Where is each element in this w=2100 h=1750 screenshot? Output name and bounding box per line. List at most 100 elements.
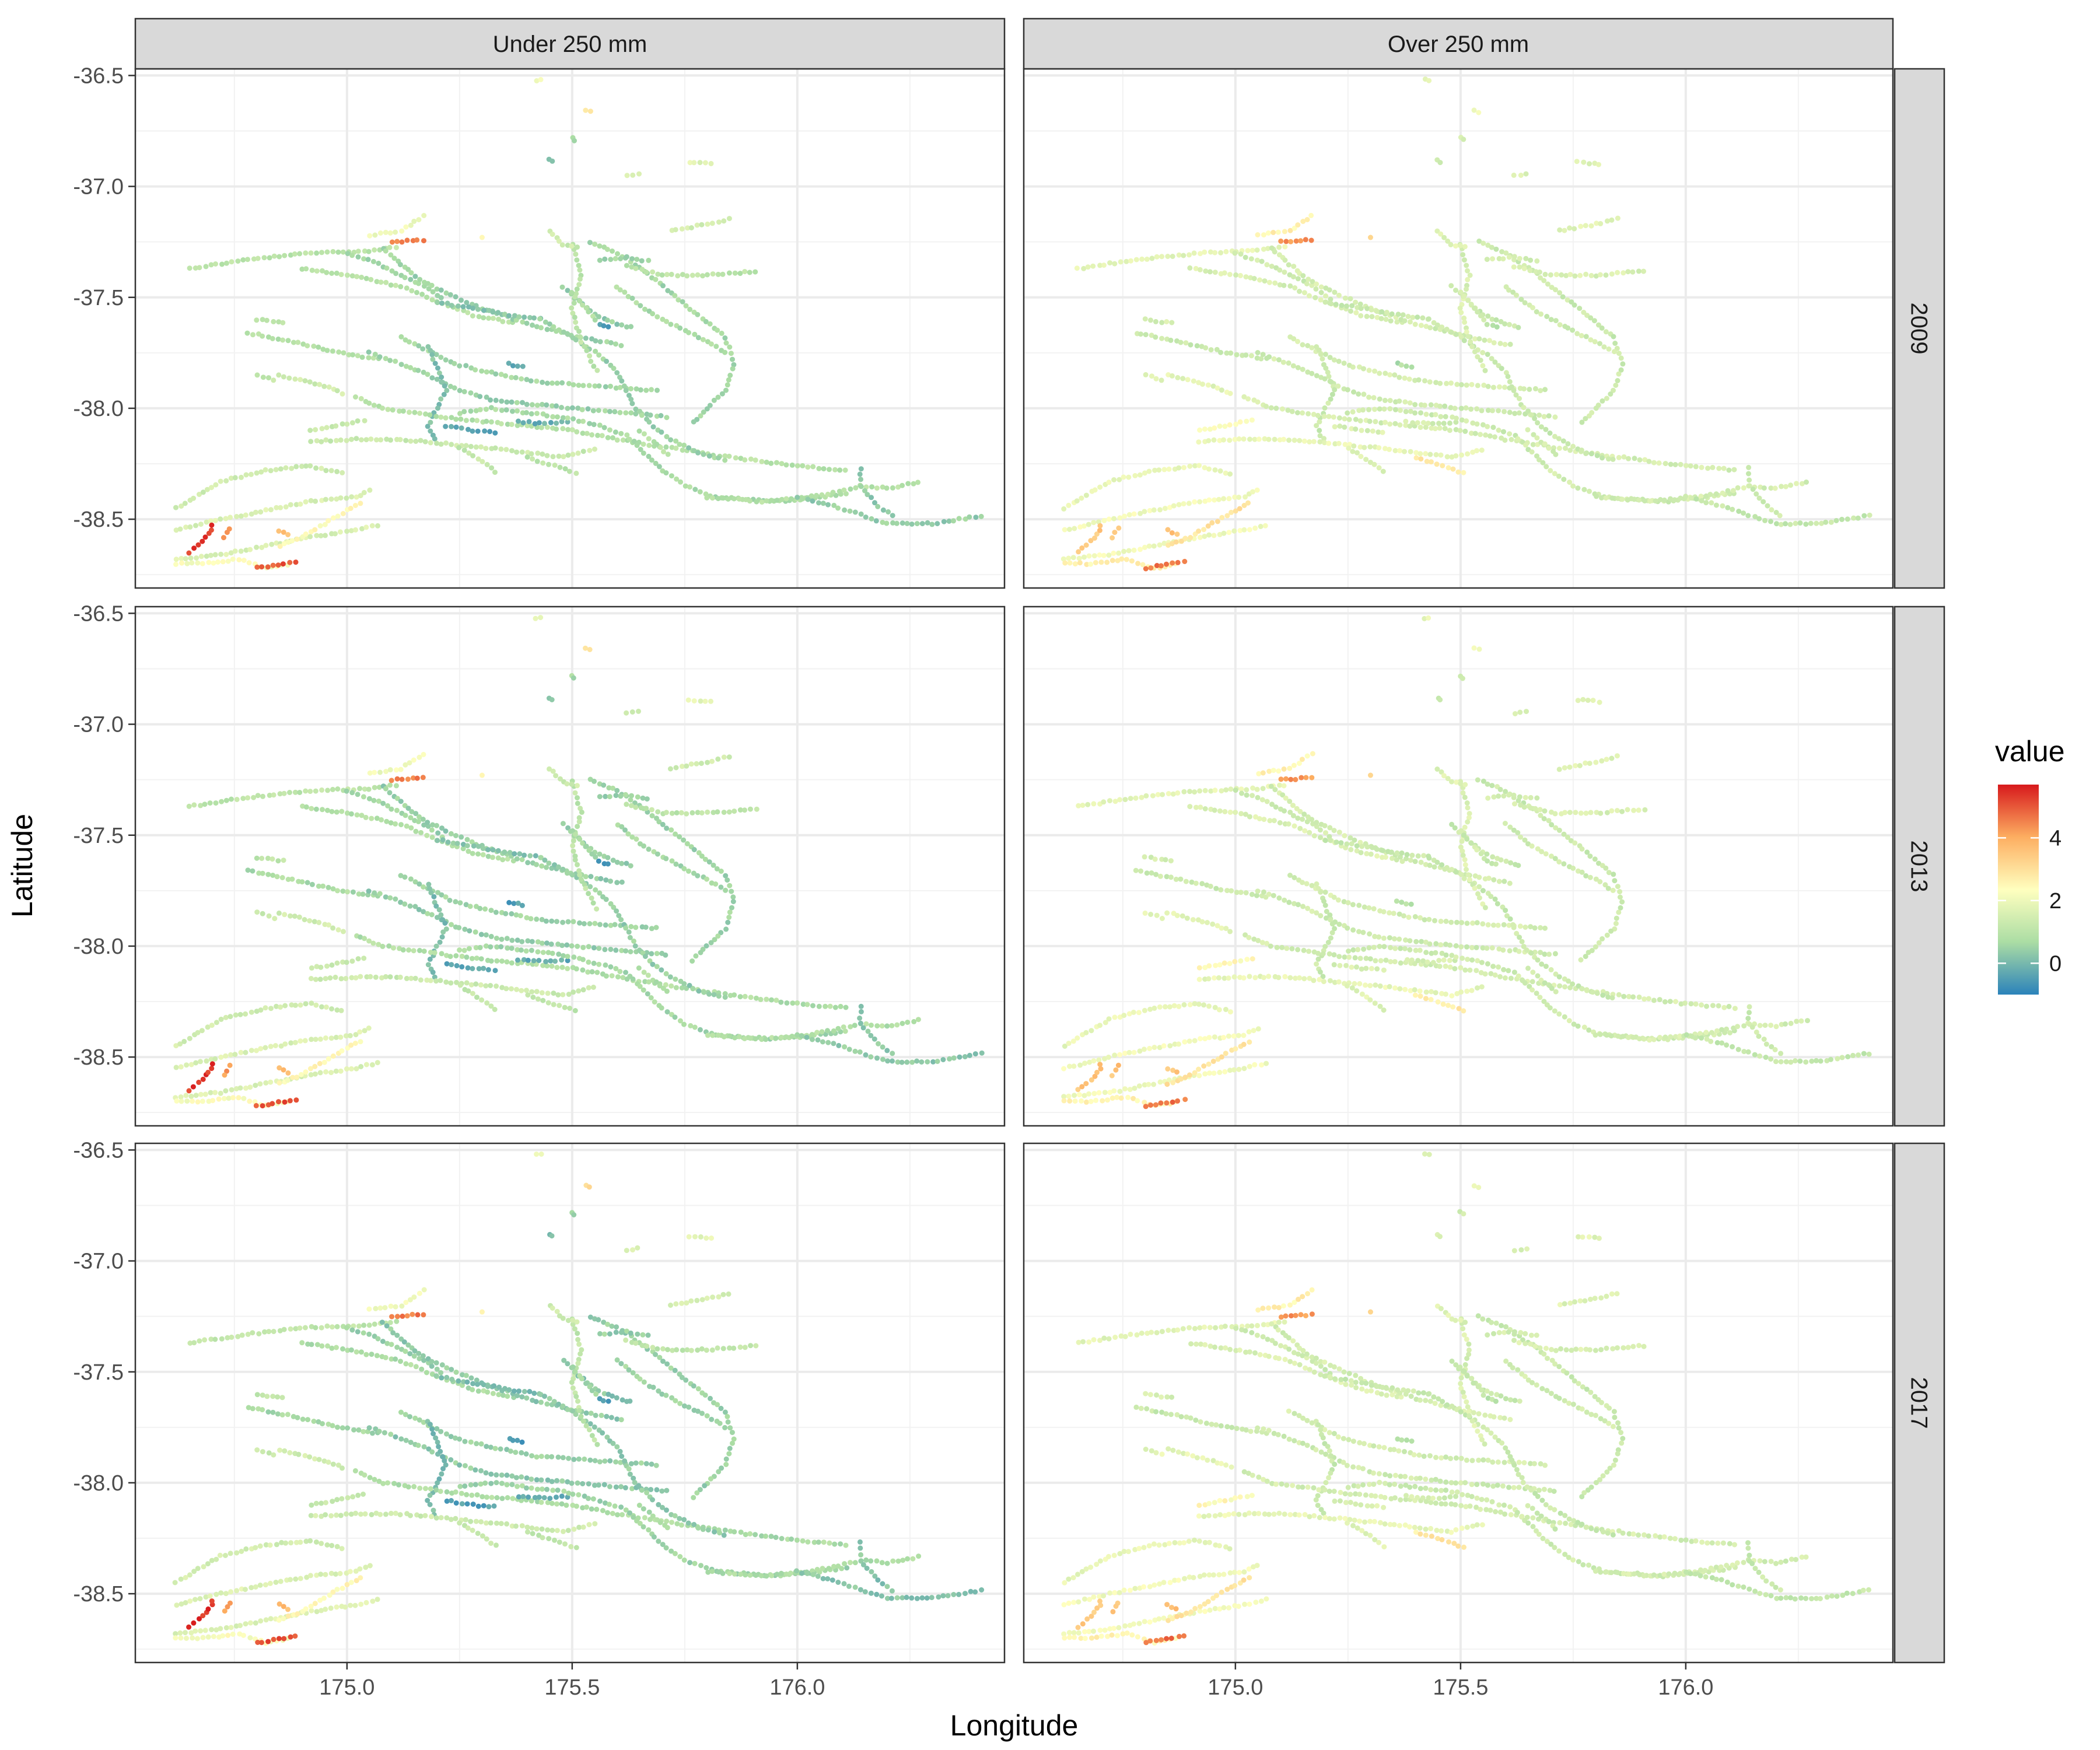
data-point: [225, 558, 231, 564]
data-point: [667, 766, 673, 772]
data-point: [1541, 999, 1547, 1005]
data-point: [1470, 449, 1476, 455]
data-point: [366, 249, 372, 254]
data-point: [691, 847, 697, 852]
data-point: [592, 317, 598, 323]
data-point: [363, 814, 369, 820]
data-point: [1074, 265, 1080, 271]
data-point: [1454, 919, 1460, 925]
data-point: [307, 463, 313, 469]
data-point: [302, 1325, 308, 1331]
data-point: [1642, 807, 1648, 813]
data-point: [1301, 290, 1307, 296]
data-point: [1721, 466, 1727, 471]
data-point: [1444, 454, 1450, 460]
data-point: [915, 1017, 921, 1023]
data-point: [1632, 456, 1637, 461]
data-point: [580, 967, 586, 973]
data-point: [1405, 957, 1410, 963]
data-point: [275, 858, 281, 864]
data-point: [393, 229, 398, 235]
data-point: [348, 1347, 354, 1353]
data-point: [624, 254, 629, 260]
data-point: [559, 964, 565, 970]
data-point: [654, 964, 660, 970]
row-strip-background: [1894, 68, 1945, 589]
data-point: [816, 500, 821, 506]
data-point: [608, 878, 613, 884]
data-point: [1502, 342, 1508, 347]
data-point: [1066, 1041, 1072, 1046]
data-point: [1453, 427, 1459, 432]
data-point: [1499, 366, 1504, 372]
data-point: [1438, 231, 1444, 237]
data-point: [1206, 1003, 1212, 1009]
data-point: [763, 1037, 769, 1042]
data-point: [1703, 1030, 1709, 1035]
data-point: [1101, 262, 1107, 268]
data-point: [1522, 980, 1528, 986]
data-point: [1453, 453, 1459, 459]
panel-0-0: [134, 68, 1006, 589]
data-point: [1300, 342, 1306, 348]
data-point: [447, 383, 453, 389]
data-point: [1351, 389, 1356, 395]
data-point: [1360, 930, 1366, 935]
panel-background: [135, 69, 1005, 588]
data-point: [1236, 495, 1242, 500]
data-point: [187, 524, 193, 530]
data-point: [213, 800, 219, 806]
data-point: [1485, 858, 1490, 864]
data-point: [1344, 841, 1350, 847]
data-point: [1182, 1074, 1188, 1080]
data-point: [1231, 1033, 1237, 1039]
data-point: [1117, 797, 1122, 803]
data-point: [1803, 1059, 1809, 1065]
data-point: [540, 460, 546, 466]
data-point: [875, 503, 881, 509]
data-point: [1396, 374, 1402, 380]
data-point: [1667, 999, 1673, 1005]
data-point: [326, 1056, 331, 1062]
data-point: [1612, 341, 1618, 346]
data-point: [329, 271, 335, 276]
data-point: [594, 906, 600, 912]
data-point: [447, 954, 453, 960]
data-point: [468, 443, 474, 449]
data-point: [783, 462, 789, 468]
data-point: [1508, 437, 1514, 442]
data-point: [454, 979, 459, 985]
data-point: [673, 227, 678, 233]
data-point: [1602, 882, 1608, 888]
data-point: [503, 911, 509, 916]
data-point: [1448, 405, 1454, 411]
data-point: [1309, 775, 1315, 780]
data-point: [521, 957, 527, 963]
data-point: [311, 344, 317, 349]
data-point: [265, 872, 271, 877]
data-point: [645, 991, 650, 997]
data-point: [400, 408, 406, 414]
data-point: [1081, 523, 1087, 529]
data-point: [649, 807, 654, 813]
data-point: [1475, 309, 1480, 315]
data-point: [688, 761, 694, 767]
data-point: [459, 425, 464, 431]
data-point: [816, 466, 822, 471]
data-point: [1773, 510, 1779, 515]
data-point: [341, 929, 346, 935]
data-point: [1192, 1070, 1198, 1076]
data-point: [1142, 854, 1147, 860]
data-point: [1567, 764, 1573, 770]
data-point: [587, 647, 593, 652]
data-point: [383, 786, 388, 792]
data-point: [1353, 299, 1359, 305]
data-point: [1693, 1001, 1699, 1007]
data-point: [1532, 806, 1538, 811]
data-point: [1381, 909, 1387, 915]
data-point: [1662, 999, 1668, 1005]
data-point: [1137, 1048, 1143, 1054]
data-point: [1603, 495, 1609, 501]
data-point: [533, 615, 538, 621]
data-point: [360, 1330, 366, 1336]
